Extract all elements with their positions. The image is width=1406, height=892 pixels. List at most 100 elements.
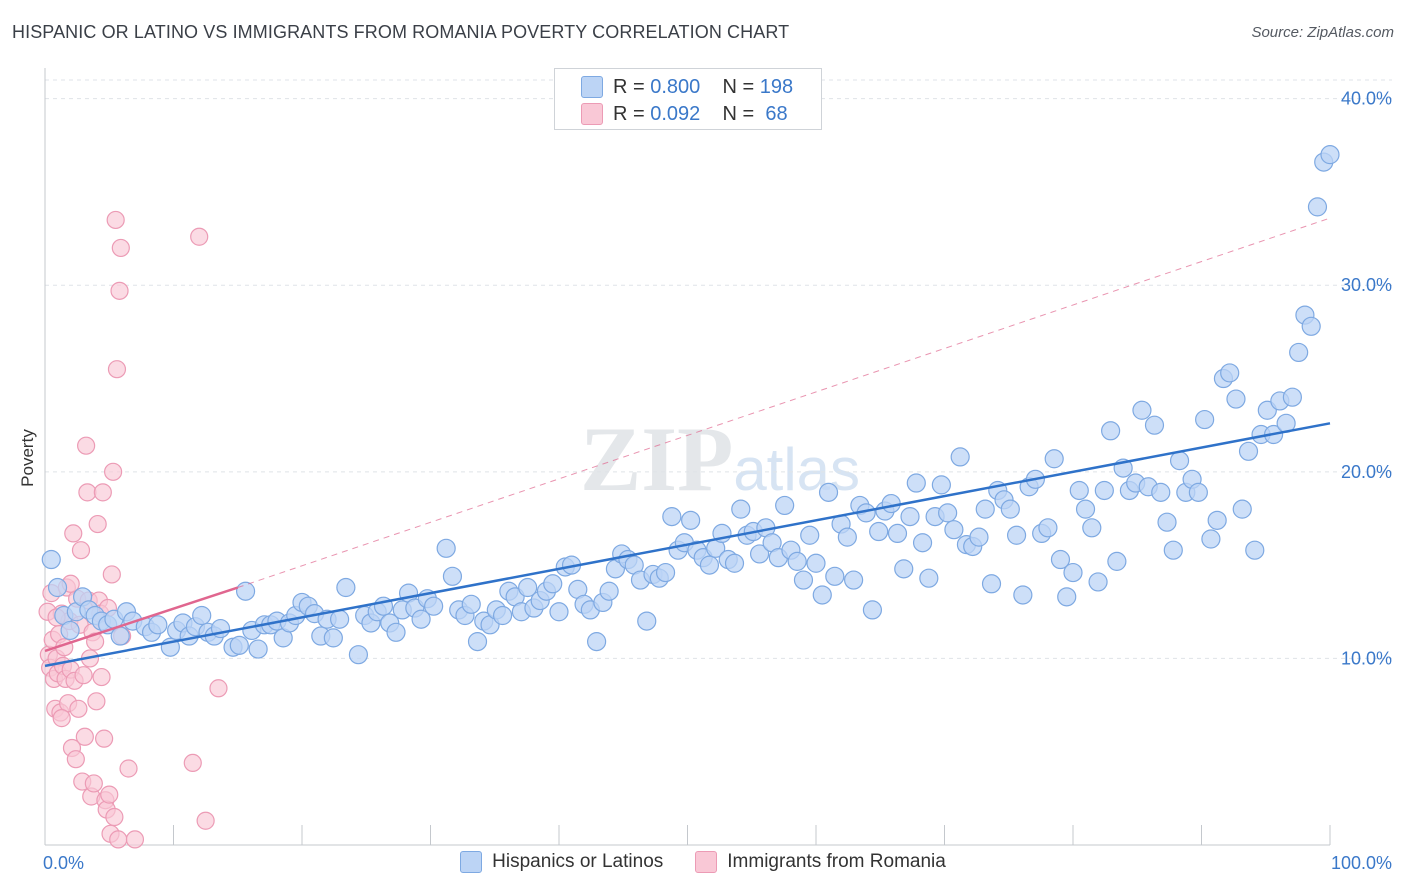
romania-point [64,524,83,543]
hispanic-point [844,570,864,590]
hispanic-point [749,544,770,564]
hispanic-point [543,574,563,594]
hispanic-point [894,559,914,579]
romania-points [38,210,228,849]
hispanic-point [1226,389,1246,409]
hispanic-point [818,482,839,502]
hispanic-point [229,635,249,655]
hispanic-point [1163,540,1183,560]
hispanic-point [1094,480,1114,501]
hispanic-point [1006,525,1027,545]
hispanic-trend-line [44,422,1331,668]
hispanic-point [386,622,406,642]
hispanic-point [825,566,845,586]
hispanic-point [793,570,814,590]
romania-point [92,667,111,687]
hispanic-point [812,585,832,605]
legend-swatch-pink [581,103,603,125]
hispanic-point [1063,562,1083,583]
hispanic-point [881,493,901,514]
hispanic-point [975,499,995,519]
hispanic-point [1157,512,1177,532]
legend-label-hispanic: Hispanics or Latinos [492,851,664,872]
r-label: R = [613,102,645,125]
hispanic-point [411,609,431,629]
hispanic-point [1107,551,1127,571]
romania-point [86,632,105,651]
hispanic-point [1232,499,1252,519]
hispanic-point [900,507,920,527]
hispanic-point [192,605,212,626]
y-tick-label: 10.0% [1341,648,1392,668]
r-value: 0.092 [650,102,701,125]
hispanic-point [1132,400,1152,420]
hispanic-point [492,605,513,626]
hispanic-point [662,507,682,527]
romania-trend-extension [237,217,1331,588]
romania-point [190,227,209,246]
hispanic-point [1282,387,1302,407]
hispanic-point [1301,316,1321,336]
axes [44,68,1331,846]
romania-point [107,360,127,379]
romania-point [75,727,94,746]
hispanic-point [1207,510,1227,530]
legend-swatch-blue [460,851,483,873]
y-tick-label: 40.0% [1341,89,1392,109]
hispanic-point [1307,197,1328,217]
correlation-legend: R = 0.800 N = 198 R = 0.092 N = 68 [554,68,822,130]
hispanic-point [655,562,676,583]
romania-point [102,565,121,584]
hispanic-point [938,503,958,523]
tick-labels: 10.0% 20.0% 30.0% 40.0% 0.0% 100.0% [43,89,1392,873]
hispanic-point [837,527,857,547]
hispanic-point [110,626,130,646]
hispanic-point [587,632,607,652]
hispanic-point [1195,409,1215,430]
romania-point [84,774,103,793]
hispanic-point [248,639,268,659]
hispanic-point [1320,145,1340,165]
hispanic-point [599,581,619,601]
hispanic-point [1082,518,1102,538]
hispanic-point [775,495,795,516]
hispanic-point [1220,363,1240,383]
romania-point [119,759,138,778]
hispanic-point [912,533,933,553]
hispanic-point [1044,449,1064,469]
hispanic-point [869,521,889,542]
romania-point [110,281,129,300]
source-label: Source: ZipAtlas.com [1251,24,1394,41]
r-label: R = [613,75,645,98]
romania-point [183,753,202,773]
y-tick-label: 30.0% [1341,275,1392,295]
hispanic-point [1245,540,1265,560]
hispanic-point [681,510,701,530]
hispanic-point [862,600,883,620]
legend-item-hispanic: Hispanics or Latinos [460,851,663,873]
romania-point [100,785,119,804]
hispanic-point [1000,499,1020,519]
romania-point [74,666,93,685]
romania-point [88,514,107,534]
hispanic-point [442,566,463,586]
hispanic-point [1169,451,1190,471]
n-label: N = [722,75,755,98]
hispanic-point [931,475,951,495]
romania-point [69,699,88,718]
hispanic-point [336,577,356,598]
legend-swatch-blue [581,76,603,98]
watermark: ZIPatlas [580,408,860,510]
hispanic-point [906,473,926,493]
hispanic-point [887,523,908,544]
hispanic-point [1101,421,1121,441]
romania-point [196,811,215,830]
y-axis-label: Poverty [18,429,37,487]
romania-point [52,709,71,728]
romania-point [77,436,96,455]
romania-point [106,210,125,230]
hispanic-point [323,628,343,648]
hispanic-point [800,525,820,545]
romania-point [71,541,91,560]
